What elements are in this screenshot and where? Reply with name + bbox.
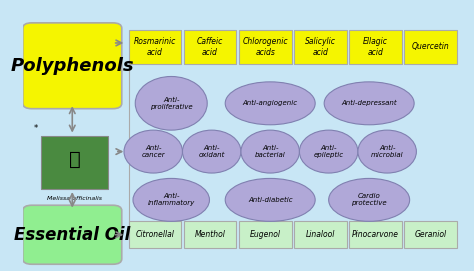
Text: Anti-
microbial: Anti- microbial [371,145,403,158]
Text: Citronellal: Citronellal [136,230,174,239]
FancyBboxPatch shape [404,30,457,64]
Text: Anti-
oxidant: Anti- oxidant [199,145,225,158]
Ellipse shape [358,130,416,173]
Ellipse shape [241,130,300,173]
Text: Rosmarinic
acid: Rosmarinic acid [134,37,176,57]
Text: Geraniol: Geraniol [414,230,447,239]
FancyBboxPatch shape [128,221,182,248]
Text: Cardio
protective: Cardio protective [351,193,387,207]
Text: Anti-
bacterial: Anti- bacterial [255,145,285,158]
Text: Anti-depressant: Anti-depressant [341,100,397,107]
FancyBboxPatch shape [294,221,346,248]
Text: Chlorogenic
acids: Chlorogenic acids [242,37,288,57]
Text: Essential Oil: Essential Oil [14,226,130,244]
Text: Salicylic
acid: Salicylic acid [305,37,336,57]
Ellipse shape [328,178,410,221]
Text: Linalool: Linalool [306,230,335,239]
FancyBboxPatch shape [128,30,182,64]
Text: Quercetin: Quercetin [411,43,449,51]
Text: Melissa officinalis: Melissa officinalis [47,196,102,201]
Ellipse shape [124,130,182,173]
FancyBboxPatch shape [183,221,237,248]
Ellipse shape [182,130,241,173]
Ellipse shape [324,82,414,125]
FancyBboxPatch shape [349,30,402,64]
Ellipse shape [300,130,358,173]
FancyBboxPatch shape [239,221,292,248]
FancyBboxPatch shape [183,30,237,64]
Text: Anti-
proliferative: Anti- proliferative [150,97,192,110]
Text: Anti-
epileptic: Anti- epileptic [314,145,344,158]
Text: Caffeic
acid: Caffeic acid [197,37,223,57]
FancyBboxPatch shape [239,30,292,64]
Text: Anti-
cancer: Anti- cancer [141,145,165,158]
Ellipse shape [225,178,315,221]
Text: Menthol: Menthol [195,230,226,239]
Ellipse shape [225,82,315,125]
FancyBboxPatch shape [294,30,346,64]
FancyBboxPatch shape [349,221,402,248]
Ellipse shape [135,76,207,130]
FancyBboxPatch shape [404,221,457,248]
Text: 🌿: 🌿 [69,150,81,169]
Text: Anti-diabetic: Anti-diabetic [248,197,292,203]
Text: Anti-angiogenic: Anti-angiogenic [243,100,298,107]
Text: Anti-
inflammatory: Anti- inflammatory [147,193,195,207]
FancyBboxPatch shape [23,23,122,109]
FancyBboxPatch shape [41,136,108,189]
Text: Polyphenols: Polyphenols [10,57,134,75]
Text: Eugenol: Eugenol [250,230,281,239]
Ellipse shape [133,178,210,221]
FancyBboxPatch shape [23,205,122,264]
Text: *: * [34,124,38,133]
Text: Ellagic
acid: Ellagic acid [363,37,388,57]
Text: Pinocarvone: Pinocarvone [352,230,399,239]
